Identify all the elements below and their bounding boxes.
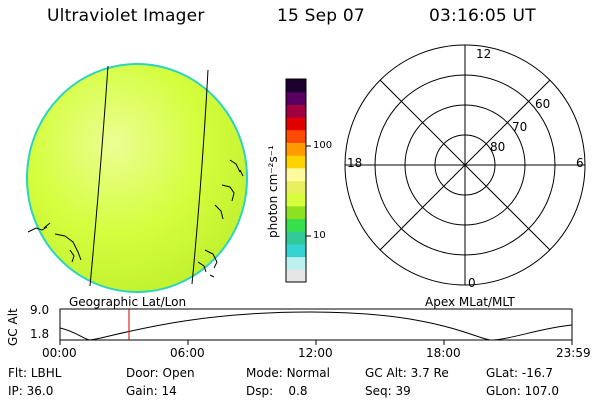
info-mode: Mode: Normal: [246, 366, 330, 380]
uvi-disk-image: [26, 63, 248, 293]
apex-caption: Apex MLat/MLT: [425, 295, 515, 309]
orbit-altitude-curve: [59, 311, 573, 341]
mlat-label-70: 70: [512, 120, 528, 134]
colorbar-frame: [285, 78, 307, 283]
colorbar-tick-label-100: 100: [313, 140, 333, 151]
info-glon: GLon: 107.0: [486, 384, 559, 398]
colorbar-segment: [286, 167, 306, 181]
mlat-mlt-polar-grid: [344, 44, 586, 286]
orbit-xtick-0000: 00:00: [42, 346, 77, 360]
orbit-xtick-0600: 06:00: [170, 346, 205, 360]
orbit-plot-frame: [59, 308, 573, 341]
orbit-ylabel: GC Alt: [6, 308, 20, 346]
orbit-xtick-1200: 12:00: [298, 346, 333, 360]
info-door: Door: Open: [126, 366, 195, 380]
colorbar-segment: [286, 269, 306, 283]
colorbar-segment: [286, 117, 306, 131]
mlt-label-18: 18: [347, 156, 363, 170]
info-ip: IP: 36.0: [8, 384, 54, 398]
colorbar-segment: [286, 256, 306, 270]
mlat-label-80: 80: [490, 140, 506, 154]
colorbar-tick-label-10: 10: [313, 230, 326, 241]
info-seq-value: 39: [395, 384, 411, 398]
colorbar-segment: [286, 129, 306, 143]
mlt-label-6: 6: [576, 156, 584, 170]
info-flt: Flt: LBHL: [8, 366, 62, 380]
colorbar-segment: [286, 231, 306, 245]
instrument-title: Ultraviolet Imager: [47, 6, 205, 26]
uvi-disk-texture: [27, 64, 247, 292]
colorbar-segment: [286, 142, 306, 156]
orbit-ytick-1-8: 1.8: [30, 327, 50, 341]
orbit-x-ticks: [59, 340, 573, 345]
uvi-disk-edge: [26, 63, 248, 293]
colorbar-segment: [286, 79, 306, 93]
info-gain: Gain: 14: [126, 384, 177, 398]
meridian-line: [191, 69, 209, 285]
mlat-label-60: 60: [535, 97, 551, 111]
info-ip-value: 36.0: [26, 384, 54, 398]
colorbar-segment: [286, 104, 306, 118]
mlt-label-12: 12: [476, 47, 492, 61]
info-dsp-value: 0.8: [288, 384, 308, 398]
colorbar-segment: [286, 205, 306, 220]
info-seq: Seq: 39: [365, 384, 411, 398]
info-glat: GLat: -16.7: [486, 366, 553, 380]
colorbar-segment: [286, 155, 306, 169]
meridian-line: [89, 65, 109, 287]
polar-diagonal: [379, 79, 551, 251]
colorbar: [286, 79, 306, 283]
info-gc-alt: GC Alt: 3.7 Re: [365, 366, 449, 380]
time-label: 03:16:05 UT: [429, 6, 536, 26]
info-gc-alt-value: 3.7 Re: [410, 366, 449, 380]
mlt-label-0: 0: [468, 276, 476, 290]
coastlines: [27, 159, 244, 278]
colorbar-segment: [286, 91, 306, 105]
orbit-xtick-2359: 23:59: [556, 346, 591, 360]
info-glon-value: 107.0: [524, 384, 559, 398]
orbit-ytick-9: 9.0: [30, 303, 50, 317]
geographic-caption: Geographic Lat/Lon: [69, 295, 187, 309]
colorbar-axis-label: photon cm⁻²s⁻¹: [266, 145, 280, 238]
orbit-xtick-1800: 18:00: [426, 346, 461, 360]
colorbar-segment: [286, 180, 306, 194]
info-door-value: Open: [162, 366, 195, 380]
date-label: 15 Sep 07: [277, 6, 365, 26]
info-flt-value: LBHL: [30, 366, 62, 380]
info-mode-value: Normal: [286, 366, 330, 380]
colorbar-segment: [286, 193, 306, 207]
colorbar-segment: [286, 243, 306, 258]
info-glat-value: -16.7: [521, 366, 553, 380]
colorbar-segment: [286, 218, 306, 232]
info-dsp: Dsp: 0.8: [246, 384, 308, 398]
info-gain-value: 14: [161, 384, 177, 398]
